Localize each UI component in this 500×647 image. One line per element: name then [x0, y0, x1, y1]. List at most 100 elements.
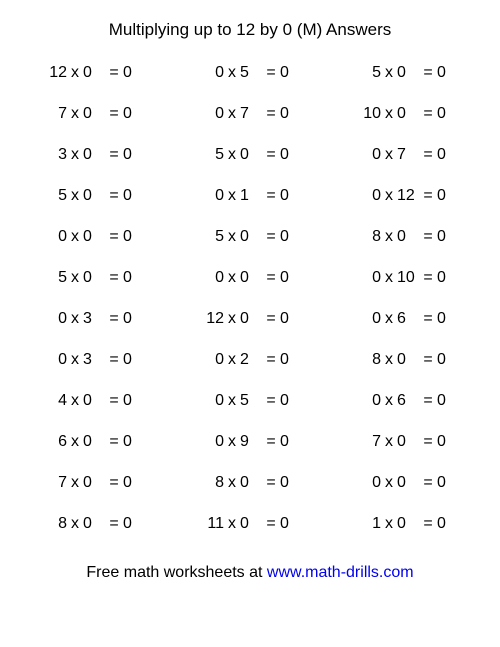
equals: =: [262, 105, 280, 123]
problem-row: 0x0=0 5 x 0 = 0 8x0=0: [18, 228, 482, 246]
operator: x: [67, 146, 83, 164]
operator: x: [67, 187, 83, 205]
operator: x: [381, 515, 397, 533]
problem: 5x0=0: [18, 269, 168, 287]
result: 0: [123, 187, 141, 205]
operand-a: 5: [202, 228, 224, 246]
equals: =: [419, 228, 437, 246]
equals: =: [419, 187, 437, 205]
result: 0: [280, 310, 298, 328]
operator: x: [381, 433, 397, 451]
problem-row: 12x0=00x5=05x0=0: [18, 64, 482, 82]
operand-b: 1: [240, 187, 262, 205]
operand-b: 0: [83, 187, 105, 205]
result: 0: [123, 433, 141, 451]
problem: 12x0=0: [175, 310, 325, 328]
operator: x: [67, 269, 83, 287]
problem: 10x0=0: [332, 105, 482, 123]
operand-a: 8: [359, 351, 381, 369]
equals: =: [105, 269, 123, 287]
operand-b: 9: [240, 433, 262, 451]
result: 0: [437, 515, 455, 533]
operator: x: [381, 310, 397, 328]
problem: 4x0=0: [18, 392, 168, 410]
problem: 0x5=0: [175, 392, 325, 410]
operator: x: [224, 515, 240, 533]
operand-b: 2: [240, 351, 262, 369]
operator: x: [224, 433, 240, 451]
problem-row: 3x0=05x0=00x7=0: [18, 146, 482, 164]
result: 0: [123, 105, 141, 123]
equals: =: [262, 187, 280, 205]
operand-a: 5: [45, 187, 67, 205]
equals: =: [262, 310, 280, 328]
equals: =: [419, 515, 437, 533]
equals: =: [419, 392, 437, 410]
problem: 0x9=0: [175, 433, 325, 451]
problem: 7x0=0: [332, 433, 482, 451]
equals: =: [105, 64, 123, 82]
operand-a: 0: [202, 64, 224, 82]
operand-b: 7: [240, 105, 262, 123]
operand-b: 0: [83, 269, 105, 287]
footer-link[interactable]: www.math-drills.com: [267, 564, 414, 581]
page-title: Multiplying up to 12 by 0 (M) Answers: [10, 20, 490, 40]
operand-a: 0: [202, 392, 224, 410]
problem: 8x0=0: [332, 228, 482, 246]
operand-b: 7: [397, 146, 419, 164]
operand-b: 0: [397, 474, 419, 492]
result: 0: [437, 474, 455, 492]
operand-a: 0: [359, 187, 381, 205]
operand-b: 5: [240, 392, 262, 410]
operand-a: 0: [359, 474, 381, 492]
problem: 0x10=0: [332, 269, 482, 287]
result: 0: [123, 269, 141, 287]
problem: 5x0=0: [332, 64, 482, 82]
problem: 0x3=0: [18, 310, 168, 328]
operand-a: 0: [202, 433, 224, 451]
operator: x: [381, 228, 397, 246]
operand-b: 0: [397, 351, 419, 369]
operand-a: 0: [359, 269, 381, 287]
operand-a: 5: [359, 64, 381, 82]
operator: x: [224, 310, 240, 328]
operator: x: [67, 392, 83, 410]
result: 0: [437, 64, 455, 82]
problem: 0x0=0: [332, 474, 482, 492]
result: 0: [123, 228, 141, 246]
operand-b: 0: [240, 269, 262, 287]
operand-a: 0: [45, 351, 67, 369]
operator: x: [67, 310, 83, 328]
operator: x: [67, 105, 83, 123]
operand-a: 5: [45, 269, 67, 287]
problem: 5x0=0: [18, 187, 168, 205]
problem: 0x6=0: [332, 310, 482, 328]
problem-row: 6x0=00x9=07x0=0: [18, 433, 482, 451]
operand-a: 7: [45, 105, 67, 123]
result: 0: [280, 187, 298, 205]
operand-b: 0: [83, 433, 105, 451]
problem-row: 8x0=011x0=01x0=0: [18, 515, 482, 533]
problem: 8x0=0: [332, 351, 482, 369]
operator: x: [67, 433, 83, 451]
operator: x: [224, 269, 240, 287]
operator: x: [381, 269, 397, 287]
operand-a: 0: [202, 269, 224, 287]
equals: =: [419, 351, 437, 369]
result: 0: [280, 269, 298, 287]
operator: x: [381, 146, 397, 164]
equals: =: [105, 351, 123, 369]
result: 0: [123, 392, 141, 410]
operand-a: 0: [359, 310, 381, 328]
result: 0: [280, 64, 298, 82]
equals: =: [262, 515, 280, 533]
problem: 12x0=0: [18, 64, 168, 82]
problem: 0x0=0: [18, 228, 168, 246]
operator: x: [381, 474, 397, 492]
operand-b: 0: [397, 64, 419, 82]
equals: =: [419, 146, 437, 164]
result: 0: [123, 146, 141, 164]
problem: 0x3=0: [18, 351, 168, 369]
result: 0: [280, 228, 298, 246]
operand-b: 0: [83, 228, 105, 246]
